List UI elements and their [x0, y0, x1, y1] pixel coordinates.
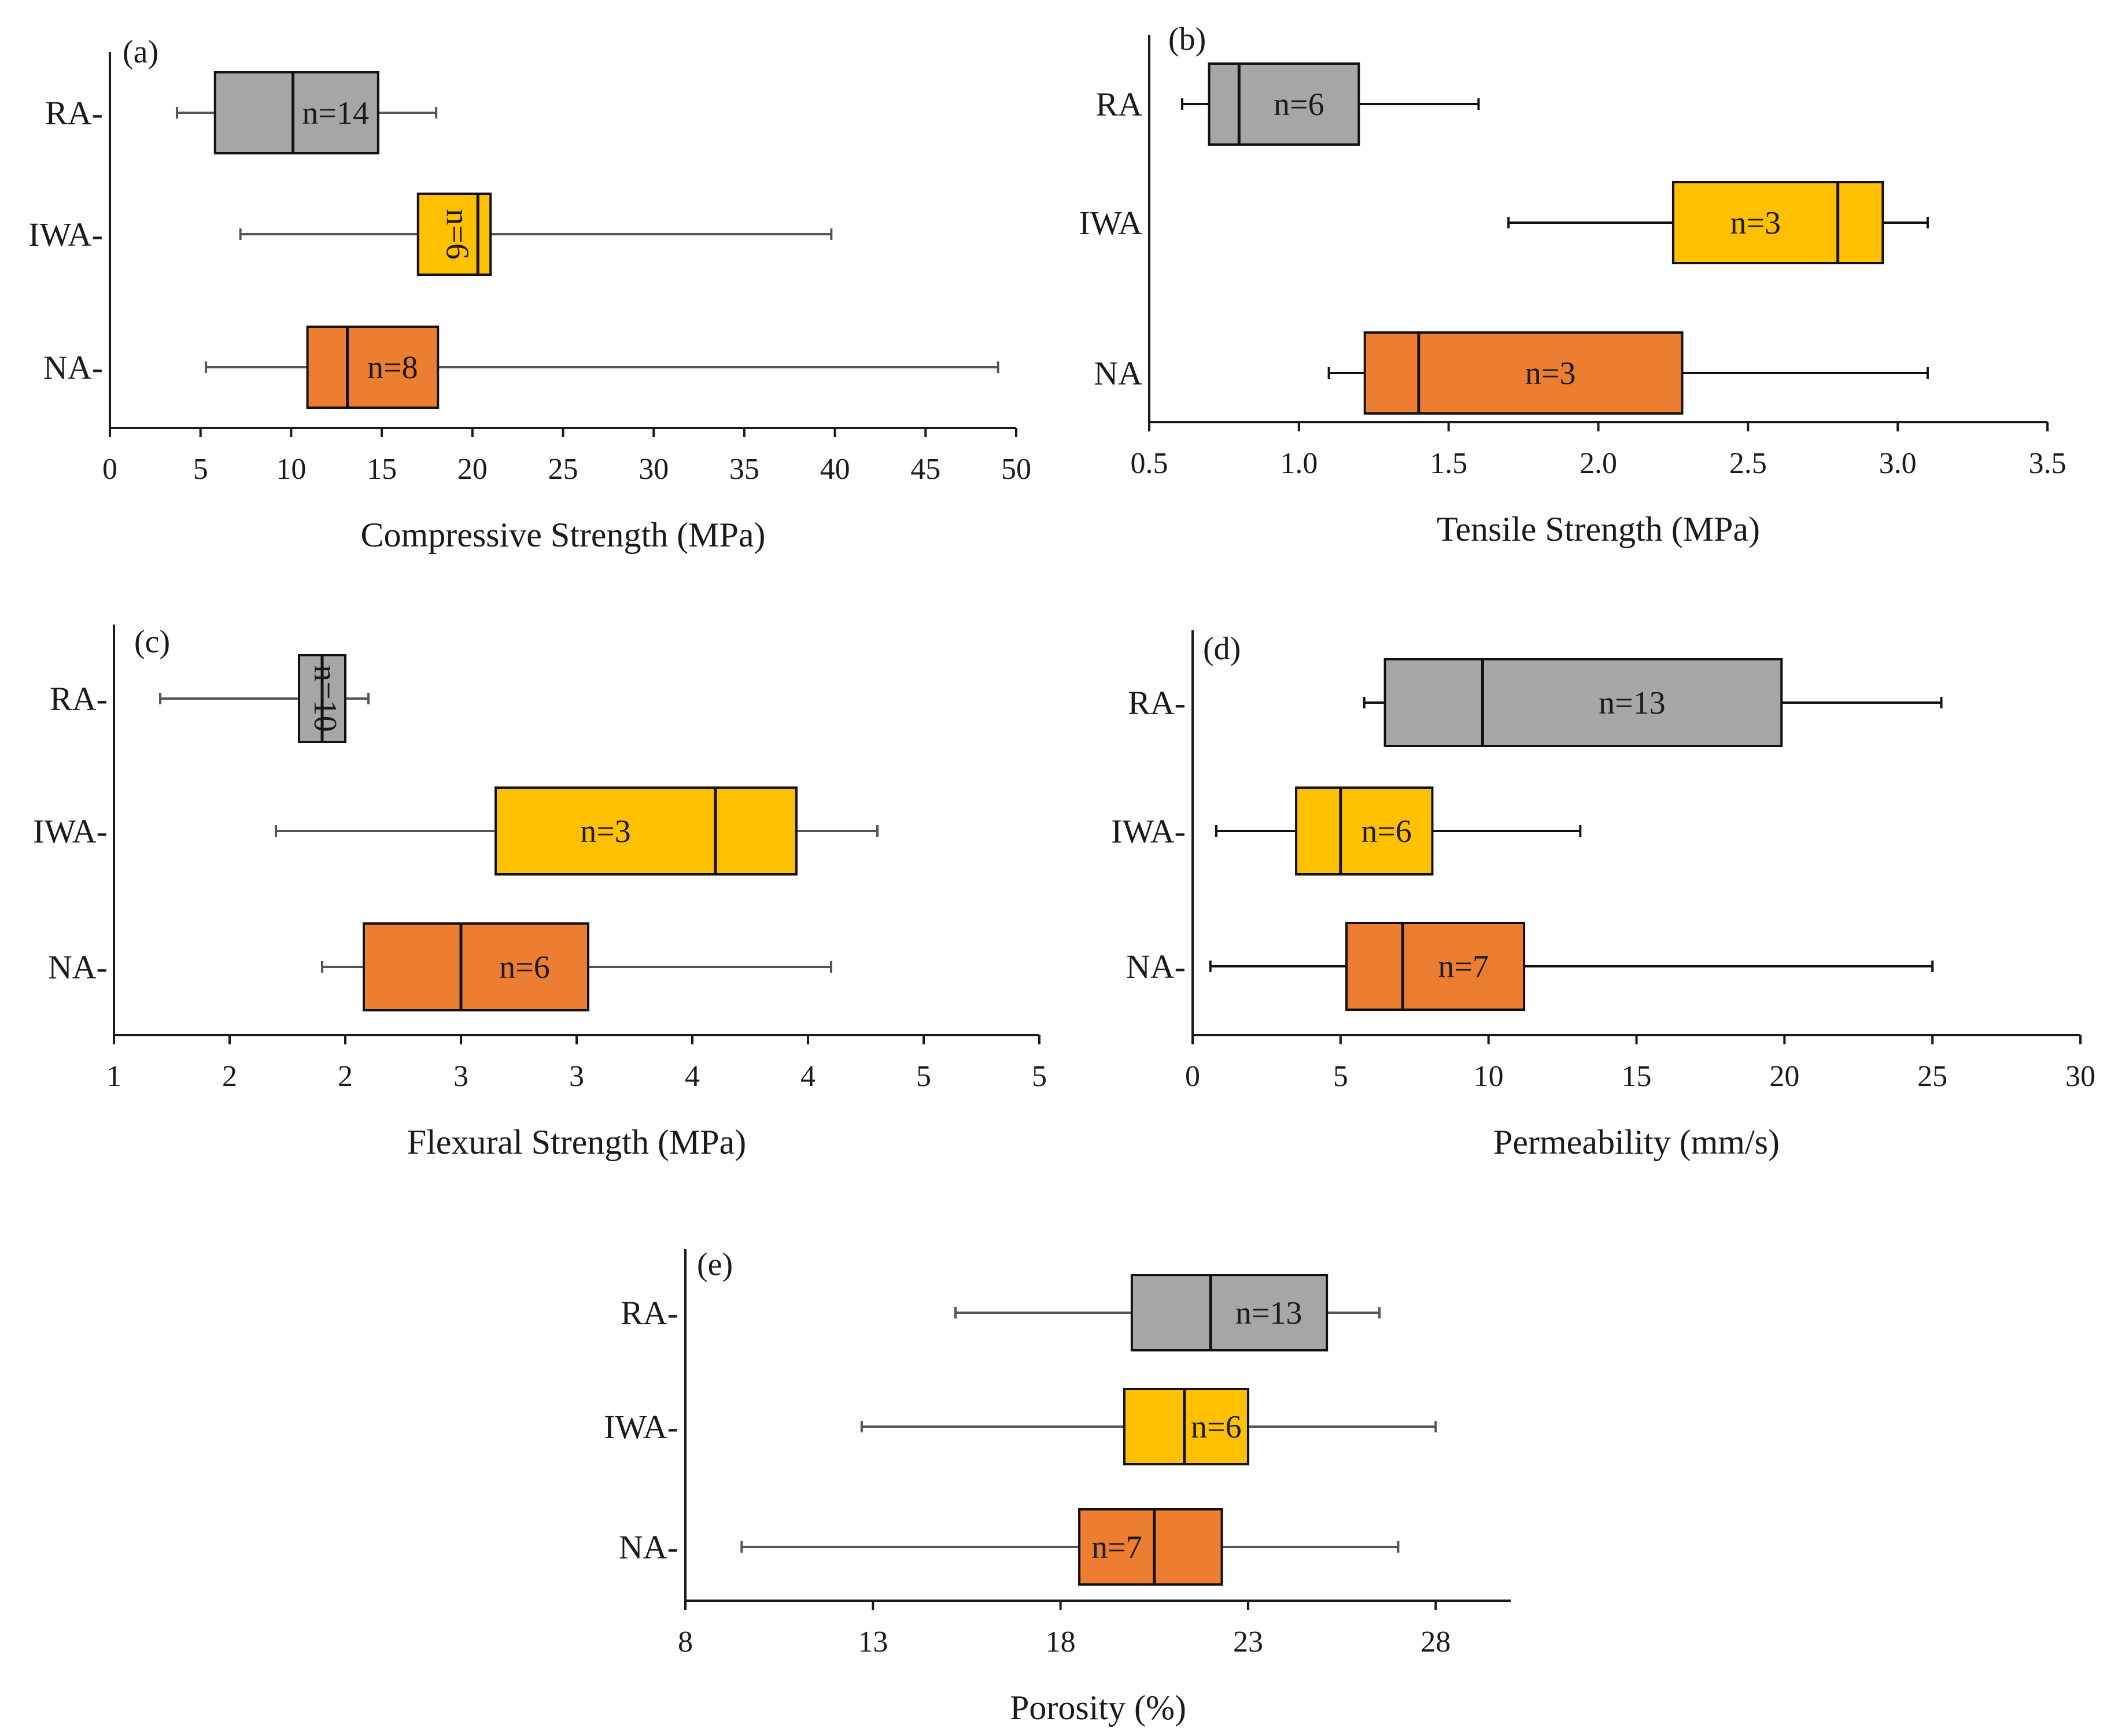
category-label: IWA — [1079, 204, 1142, 242]
sample-size-label: n=6 — [1361, 814, 1412, 849]
sample-size-label: n=8 — [367, 350, 418, 386]
sample-size-label: n=3 — [1525, 356, 1576, 391]
x-tick-label: 15 — [367, 453, 397, 486]
chart-panel-c: 1 2 2 3 3 4 4 5 5 Flexural Strength (MPa) (c) RA-n=… — [33, 624, 1047, 1161]
x-tick-label: 3.5 — [2029, 447, 2067, 480]
sample-size-label: n=10 — [307, 665, 343, 732]
x-tick-label: 5 — [916, 1060, 931, 1093]
x-tick-label: 1 — [106, 1060, 121, 1093]
category-label: IWA- — [28, 216, 103, 253]
x-tick-label: 30 — [2065, 1060, 2095, 1093]
x-tick-label: 8 — [678, 1626, 693, 1659]
category-label: NA- — [43, 349, 103, 386]
x-tick-label: 35 — [729, 453, 759, 486]
x-axis-title: Permeability (mm/s) — [1493, 1123, 1780, 1161]
category-label: RA — [1095, 86, 1142, 123]
category-label: IWA- — [604, 1408, 678, 1446]
box-iwa — [1295, 786, 1434, 876]
box-iwa — [1671, 181, 1884, 264]
x-tick-label: 25 — [1917, 1060, 1947, 1093]
chart-panel-d: 0 5 10 15 20 25 30 Permeability (mm/s) (d) RA-n=1… — [1111, 630, 2095, 1161]
box-na — [1363, 331, 1684, 415]
category-label: NA- — [1126, 948, 1186, 985]
category-label: RA- — [1128, 684, 1186, 722]
x-tick-label: 23 — [1233, 1626, 1263, 1659]
box-na — [1345, 922, 1526, 1011]
x-axis-title: Porosity (%) — [1010, 1689, 1186, 1727]
chart-panel-a: 0 5 10 15 20 25 30 35 40 45 50 Compressive Strength… — [28, 34, 1031, 554]
sample-size-label: n=14 — [302, 95, 369, 131]
x-axis-title: Tensile Strength (MPa) — [1437, 510, 1760, 548]
panel-label: (a) — [123, 34, 158, 70]
category-label: NA — [1094, 354, 1142, 392]
sample-size-label: n=3 — [580, 814, 631, 849]
x-tick-label: 50 — [1001, 453, 1031, 486]
x-tick-label: 1.0 — [1280, 447, 1318, 480]
x-axis-title: Compressive Strength (MPa) — [361, 516, 766, 554]
panel-label: (c) — [134, 624, 170, 660]
x-tick-label: 0 — [1185, 1060, 1200, 1093]
x-tick-label: 2.0 — [1580, 447, 1617, 480]
x-tick-label: 2 — [338, 1060, 353, 1093]
category-label: RA- — [45, 94, 103, 132]
x-tick-label: 3 — [569, 1060, 584, 1093]
x-tick-label: 10 — [276, 453, 306, 486]
category-label: IWA- — [1111, 812, 1186, 850]
panel-label: (e) — [697, 1247, 733, 1283]
x-tick-label: 0.5 — [1131, 447, 1168, 480]
panel-label: (b) — [1168, 21, 1206, 57]
sample-size-label: n=6 — [1274, 87, 1324, 123]
x-tick-label: 25 — [548, 453, 578, 486]
chart-panel-b: 0.5 1.0 1.5 2.0 2.5 3.0 3.5 Tensile Strength (M… — [1079, 21, 2066, 548]
x-tick-label: 3 — [453, 1060, 468, 1093]
box-na — [363, 922, 589, 1011]
x-tick-label: 2.5 — [1729, 447, 1767, 480]
x-tick-label: 0 — [102, 453, 117, 486]
x-tick-label: 40 — [820, 453, 850, 486]
x-tick-label: 18 — [1046, 1626, 1076, 1659]
x-tick-label: 30 — [639, 453, 669, 486]
x-tick-label: 45 — [910, 453, 940, 486]
box-ra — [213, 71, 379, 154]
x-tick-label: 20 — [1769, 1060, 1799, 1093]
x-tick-label: 3.0 — [1879, 447, 1917, 480]
sample-size-label: n=7 — [1091, 1530, 1142, 1565]
sample-size-label: n=7 — [1438, 949, 1489, 985]
x-tick-label: 4 — [685, 1060, 700, 1093]
sample-size-label: n=6 — [1191, 1409, 1242, 1445]
panel-label: (d) — [1203, 631, 1241, 667]
category-label: NA- — [619, 1528, 678, 1566]
box-ra — [1383, 658, 1783, 747]
category-label: RA- — [621, 1294, 678, 1332]
x-tick-label: 10 — [1474, 1060, 1504, 1093]
box-na — [1078, 1508, 1223, 1586]
box-ra — [1130, 1274, 1329, 1351]
box-na — [306, 326, 440, 409]
x-tick-label: 20 — [457, 453, 488, 486]
x-tick-label: 5 — [1333, 1060, 1348, 1093]
category-label: IWA- — [33, 812, 108, 850]
x-tick-label: 5 — [193, 453, 208, 486]
x-tick-label: 13 — [858, 1626, 888, 1659]
sample-size-label: n=6 — [499, 950, 550, 985]
x-axis-title: Flexural Strength (MPa) — [407, 1123, 747, 1161]
sample-size-label: n=6 — [440, 209, 475, 260]
chart-panel-e: 8 13 18 23 28 Porosity (%) (e) RA-n=13 IWA-n=6 NA… — [604, 1247, 1511, 1727]
x-tick-label: 1.5 — [1430, 447, 1467, 480]
sample-size-label: n=13 — [1599, 685, 1666, 721]
sample-size-label: n=13 — [1235, 1295, 1302, 1331]
x-tick-label: 15 — [1622, 1060, 1652, 1093]
x-tick-label: 5 — [1032, 1060, 1047, 1093]
sample-size-label: n=3 — [1730, 205, 1781, 241]
category-label: NA- — [48, 948, 108, 986]
x-tick-label: 4 — [800, 1060, 816, 1093]
category-label: RA- — [50, 680, 108, 718]
box-ra — [1208, 62, 1360, 146]
box-iwa — [1123, 1388, 1249, 1465]
box-iwa — [495, 786, 798, 876]
x-tick-label: 28 — [1420, 1626, 1451, 1659]
x-tick-label: 2 — [222, 1060, 237, 1093]
